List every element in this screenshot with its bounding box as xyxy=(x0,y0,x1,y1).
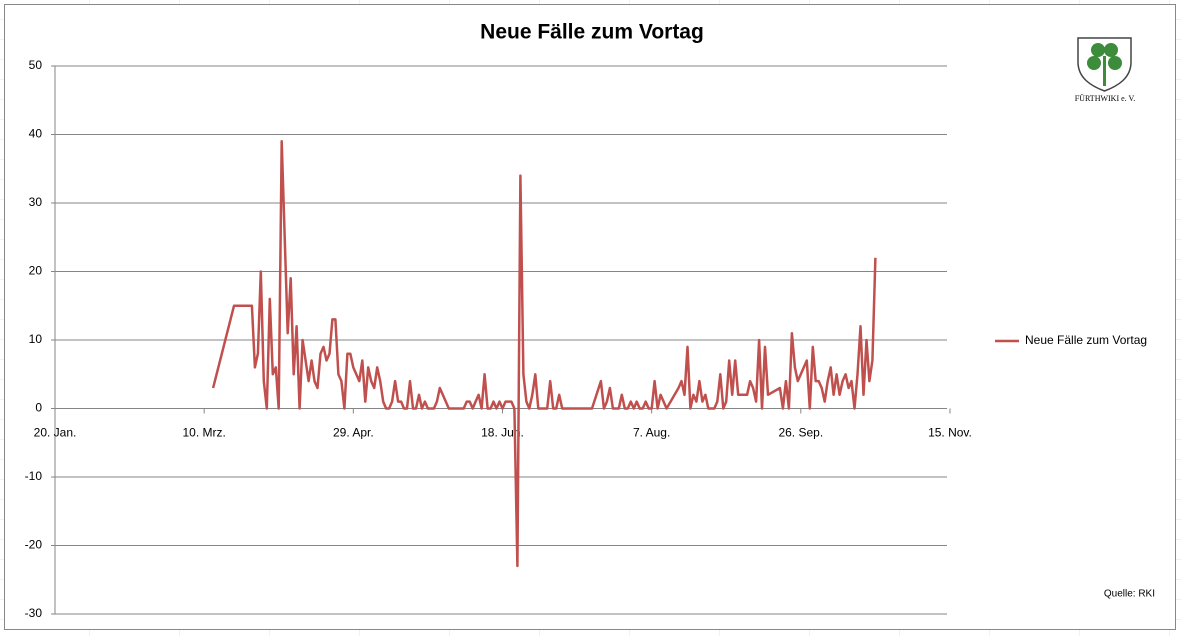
chart-title: Neue Fälle zum Vortag xyxy=(480,21,704,44)
y-tick-label: 30 xyxy=(29,195,43,209)
x-tick-label: 15. Nov. xyxy=(928,426,972,440)
x-tick-label: 29. Apr. xyxy=(333,426,374,440)
y-tick-label: -30 xyxy=(25,606,43,620)
x-tick-label: 18. Jun. xyxy=(481,426,524,440)
chart-area xyxy=(4,4,1176,630)
y-tick-label: 10 xyxy=(29,332,43,346)
y-tick-label: 20 xyxy=(29,264,43,278)
logo-leaf xyxy=(1104,43,1118,57)
y-tick-label: -10 xyxy=(25,469,43,483)
x-tick-label: 26. Sep. xyxy=(778,426,823,440)
source-note: Quelle: RKI xyxy=(1104,589,1155,600)
logo-text: FÜRTHWIKI e. V. xyxy=(1075,94,1136,103)
y-tick-label: 40 xyxy=(29,127,43,141)
logo-leaf xyxy=(1087,56,1101,70)
legend-label: Neue Fälle zum Vortag xyxy=(1025,333,1147,347)
logo: FÜRTHWIKI e. V. xyxy=(1075,37,1136,103)
y-tick-label: 0 xyxy=(35,401,42,415)
y-tick-label: 50 xyxy=(29,58,43,72)
x-tick-label: 20. Jan. xyxy=(34,426,77,440)
x-tick-label: 7. Aug. xyxy=(633,426,670,440)
x-tick-label: 10. Mrz. xyxy=(182,426,225,440)
logo-leaf xyxy=(1091,43,1105,57)
y-tick-label: -20 xyxy=(25,538,43,552)
logo-leaf xyxy=(1108,56,1122,70)
data-line xyxy=(211,140,877,568)
